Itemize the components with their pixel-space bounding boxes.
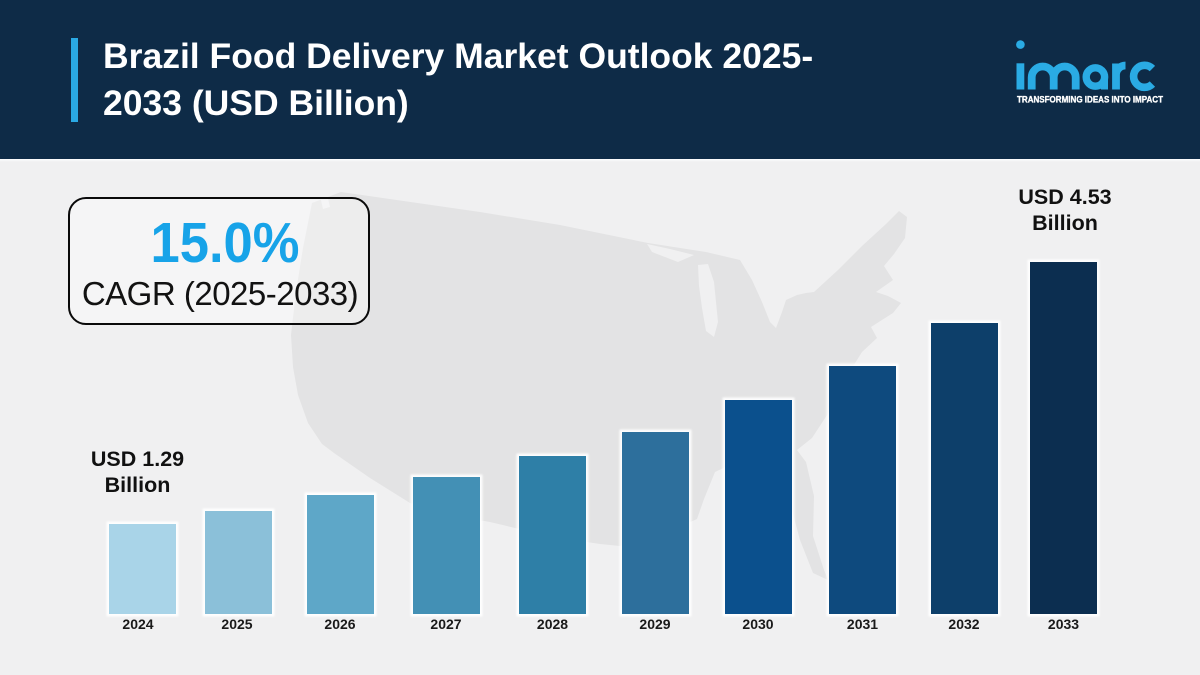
svg-text:TRANSFORMING IDEAS INTO IMPACT: TRANSFORMING IDEAS INTO IMPACT	[1017, 94, 1163, 104]
